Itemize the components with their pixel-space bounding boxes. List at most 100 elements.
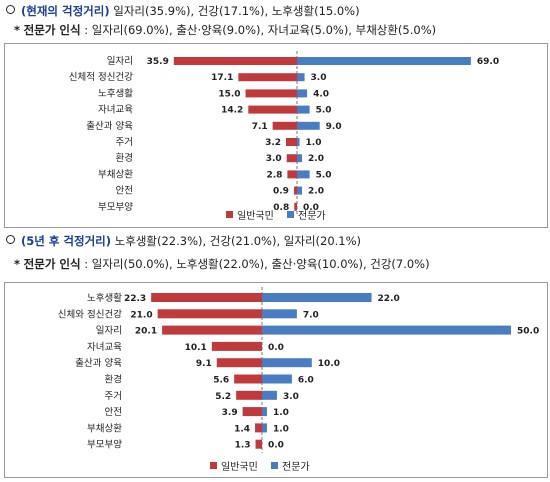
- value-label-general: 9.1: [196, 359, 212, 369]
- value-label-expert: 7.0: [303, 310, 319, 320]
- legend-label-expert: 전문가: [282, 461, 310, 473]
- category-label: 자녀교육: [98, 105, 133, 116]
- value-label-expert: 10.0: [318, 359, 340, 369]
- category-label: 노후생활: [98, 87, 133, 99]
- category-label: 출산과 양육: [75, 358, 122, 369]
- value-label-expert: 1.0: [306, 138, 322, 148]
- category-label: 부모부양: [98, 202, 133, 213]
- value-label-expert: 1.0: [273, 408, 289, 418]
- bar-expert: [262, 407, 267, 417]
- bar-general: [242, 407, 262, 417]
- section2-expert-text: : 일자리(50.0%), 노후생활(22.0%), 출산·양육(10.0%),…: [80, 257, 430, 271]
- bar-general: [234, 374, 262, 384]
- value-label-general: 20.1: [135, 327, 157, 337]
- bar-general: [293, 186, 297, 195]
- category-label: 부채상환: [98, 168, 133, 180]
- section1-heading: (현재의 걱정거리) 일자리(35.9%), 건강(17.1%), 노후생활(1…: [6, 3, 360, 19]
- section2-heading-prefix: (5년 후 걱정거리): [21, 234, 112, 248]
- bar-general: [286, 138, 297, 146]
- bar-general: [294, 202, 297, 211]
- value-label-expert: 6.0: [298, 376, 314, 386]
- bar-expert: [297, 186, 303, 195]
- legend-label-expert: 전문가: [298, 210, 326, 222]
- value-label-general: 21.0: [130, 310, 152, 320]
- bar-expert: [297, 154, 303, 163]
- chart1: 일자리 35.9 69.0 신체적 정신건강 17.1 3.0 노후생활 15.0 4.0 자녀교…: [69, 51, 499, 222]
- category-label: 신체와 정신건강: [58, 308, 122, 320]
- bar-general: [287, 170, 297, 179]
- value-label-expert: 0.0: [268, 441, 284, 451]
- value-label-expert: 0.0: [268, 343, 284, 353]
- value-label-general: 0.8: [273, 203, 289, 213]
- value-label-general: 22.3: [124, 294, 146, 304]
- value-label-expert: 3.0: [311, 73, 327, 83]
- legend-label-general: 일반국민: [237, 210, 274, 222]
- circle-bullet-icon: [6, 5, 15, 14]
- value-label-expert: 0.0: [303, 203, 319, 213]
- value-label-expert: 50.0: [517, 327, 539, 337]
- value-label-general: 3.2: [265, 138, 281, 148]
- category-label: 안전: [105, 407, 122, 418]
- value-label-expert: 3.0: [283, 392, 299, 402]
- value-label-general: 17.1: [211, 73, 233, 83]
- value-label-expert: 69.0: [477, 57, 499, 67]
- value-label-expert: 22.0: [378, 294, 400, 304]
- value-label-general: 10.1: [185, 343, 207, 353]
- value-label-expert: 2.0: [308, 187, 324, 197]
- circle-bullet-icon: [6, 235, 15, 244]
- value-label-general: 35.9: [147, 57, 169, 67]
- value-label-general: 14.2: [221, 106, 243, 116]
- legend-swatch-expert: [271, 462, 278, 469]
- category-label: 부채상환: [87, 422, 122, 434]
- section2-expert-marker: *: [14, 257, 21, 271]
- bar-general: [272, 121, 297, 130]
- legend-swatch-general: [210, 462, 217, 469]
- section2-heading-rest: 노후생활(22.3%), 건강(21.0%), 일자리(20.1%): [111, 234, 362, 248]
- bar-general: [157, 309, 262, 319]
- value-label-expert: 4.0: [313, 89, 329, 99]
- value-label-general: 15.0: [218, 89, 240, 99]
- section2-expert-line: * 전문가 인식 : 일자리(50.0%), 노후생활(22.0%), 출산·양…: [14, 256, 430, 272]
- bar-expert: [297, 57, 471, 65]
- bar-expert: [262, 423, 267, 433]
- bar-general: [245, 89, 297, 98]
- section1-expert-marker: *: [14, 23, 21, 37]
- value-label-general: 3.9: [222, 408, 238, 418]
- chart2-panel: 노후생활 22.3 22.0 신체와 정신건강 21.0 7.0 일자리 20.1 50.0 자녀…: [4, 282, 548, 478]
- bar-general: [255, 423, 262, 433]
- section2-heading: (5년 후 걱정거리) 노후생활(22.3%), 건강(21.0%), 일자리(…: [6, 233, 361, 249]
- bar-expert: [262, 325, 511, 335]
- value-label-general: 7.1: [252, 122, 268, 132]
- category-label: 신체적 정신건강: [69, 71, 133, 83]
- bar-general: [151, 293, 262, 302]
- section2-expert-label: 전문가 인식: [23, 257, 81, 271]
- category-label: 환경: [116, 152, 133, 164]
- bar-expert: [262, 309, 297, 319]
- section1-expert-line: * 전문가 인식 : 일자리(69.0%), 출산·양육(9.0%), 자녀교육…: [14, 22, 436, 38]
- value-label-general: 2.8: [266, 170, 282, 180]
- category-label: 주거: [116, 137, 133, 148]
- bar-general: [211, 341, 262, 351]
- section1-expert-label: 전문가 인식: [23, 23, 81, 37]
- category-label: 부모부양: [87, 440, 122, 451]
- value-label-expert: 5.0: [316, 106, 332, 116]
- bar-expert: [297, 89, 308, 98]
- value-label-general: 0.9: [273, 187, 289, 197]
- section1-expert-text: : 일자리(69.0%), 출산·양육(9.0%), 자녀교육(5.0%), 부…: [80, 23, 437, 37]
- legend-swatch-general: [226, 211, 233, 218]
- bar-general: [173, 57, 297, 65]
- bar-expert: [262, 358, 312, 368]
- category-label: 환경: [105, 374, 122, 386]
- category-label: 출산과 양육: [86, 121, 133, 132]
- value-label-general: 3.0: [266, 154, 282, 164]
- bar-general: [216, 358, 262, 368]
- bar-general: [248, 105, 297, 114]
- bar-general: [286, 154, 297, 163]
- category-label: 자녀교육: [87, 342, 122, 353]
- chart2: 노후생활 22.3 22.0 신체와 정신건강 21.0 7.0 일자리 20.1 50.0 자녀…: [58, 287, 539, 473]
- section1-heading-rest: 일자리(35.9%), 건강(17.1%), 노후생활(15.0%): [109, 4, 360, 18]
- bar-expert: [297, 170, 310, 179]
- bar-general: [238, 73, 297, 82]
- bar-general: [162, 325, 262, 335]
- bar-expert: [297, 73, 305, 82]
